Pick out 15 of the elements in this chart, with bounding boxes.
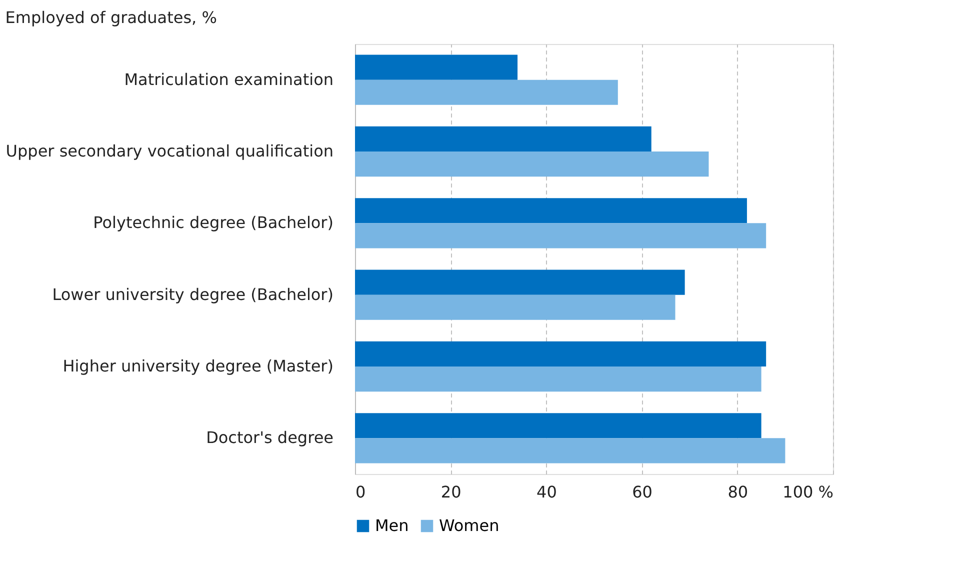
y-tick-label: Lower university degree (Bachelor) xyxy=(52,284,334,304)
text: Employed of graduates, % xyxy=(5,8,217,27)
y-tick-label: Doctor's degree xyxy=(206,428,334,448)
legend-label: Women xyxy=(439,516,500,535)
x-tick-label: 40 xyxy=(536,482,557,502)
legend-label: Men xyxy=(375,516,409,535)
y-tick-label: Polytechnic degree (Bachelor) xyxy=(93,213,334,232)
x-tick-label: 0 xyxy=(356,482,366,502)
x-tick-label: 80 xyxy=(728,482,748,502)
x-tick-label: 100 % xyxy=(782,482,834,502)
x-tick-label: 20 xyxy=(440,482,462,502)
y-tick-label: Matriculation examination xyxy=(124,70,334,89)
y-tick-label: Upper secondary vocational qualification xyxy=(6,142,334,160)
y-tick-label: Higher university degree (Master) xyxy=(62,356,334,376)
x-tick-label: 60 xyxy=(632,482,652,502)
